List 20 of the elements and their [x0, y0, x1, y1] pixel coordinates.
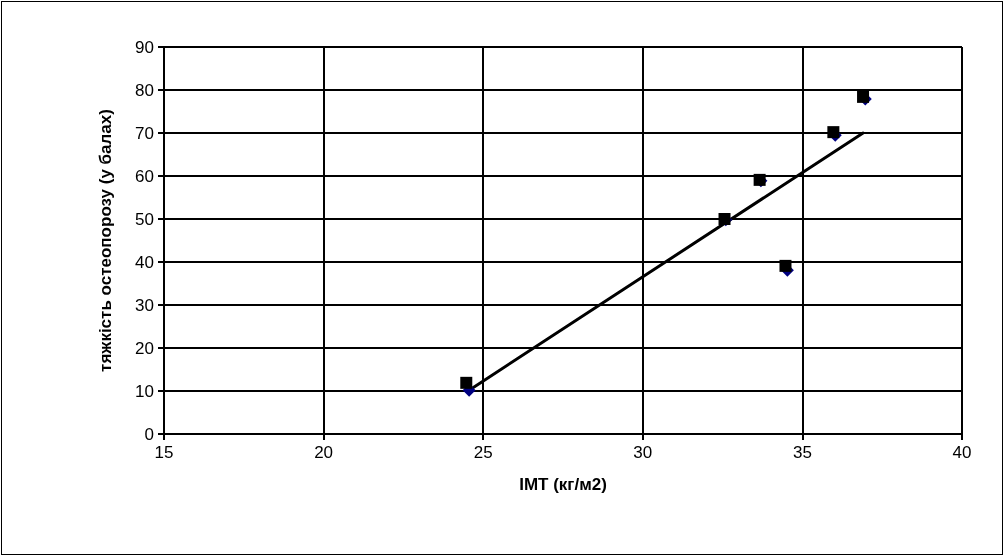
y-tick-label: 20 — [135, 338, 154, 358]
x-axis-title: IMT (кг/м2) — [519, 475, 607, 494]
x-tick-label: 35 — [792, 443, 812, 462]
y-tick-label: 40 — [135, 252, 154, 272]
y-tick-label: 10 — [135, 381, 154, 401]
point — [779, 259, 792, 272]
y-tick-label: 90 — [135, 37, 154, 57]
y-tick-label: 70 — [135, 123, 154, 143]
x-tick-label: 20 — [314, 443, 334, 462]
x-tick-label: 30 — [633, 443, 653, 462]
y-axis-title: тяжкість остеопорозу (у балах) — [96, 109, 115, 372]
x-tick-label: 40 — [952, 443, 972, 462]
y-tick-label: 50 — [135, 209, 154, 229]
y-tick-label: 30 — [135, 295, 154, 315]
y-tick-label: 80 — [135, 80, 154, 100]
y-tick-label: 0 — [144, 424, 154, 444]
point — [460, 376, 473, 389]
x-tick-label: 25 — [473, 443, 493, 462]
x-tick-label: 15 — [154, 443, 174, 462]
y-tick-label: 60 — [135, 166, 154, 186]
